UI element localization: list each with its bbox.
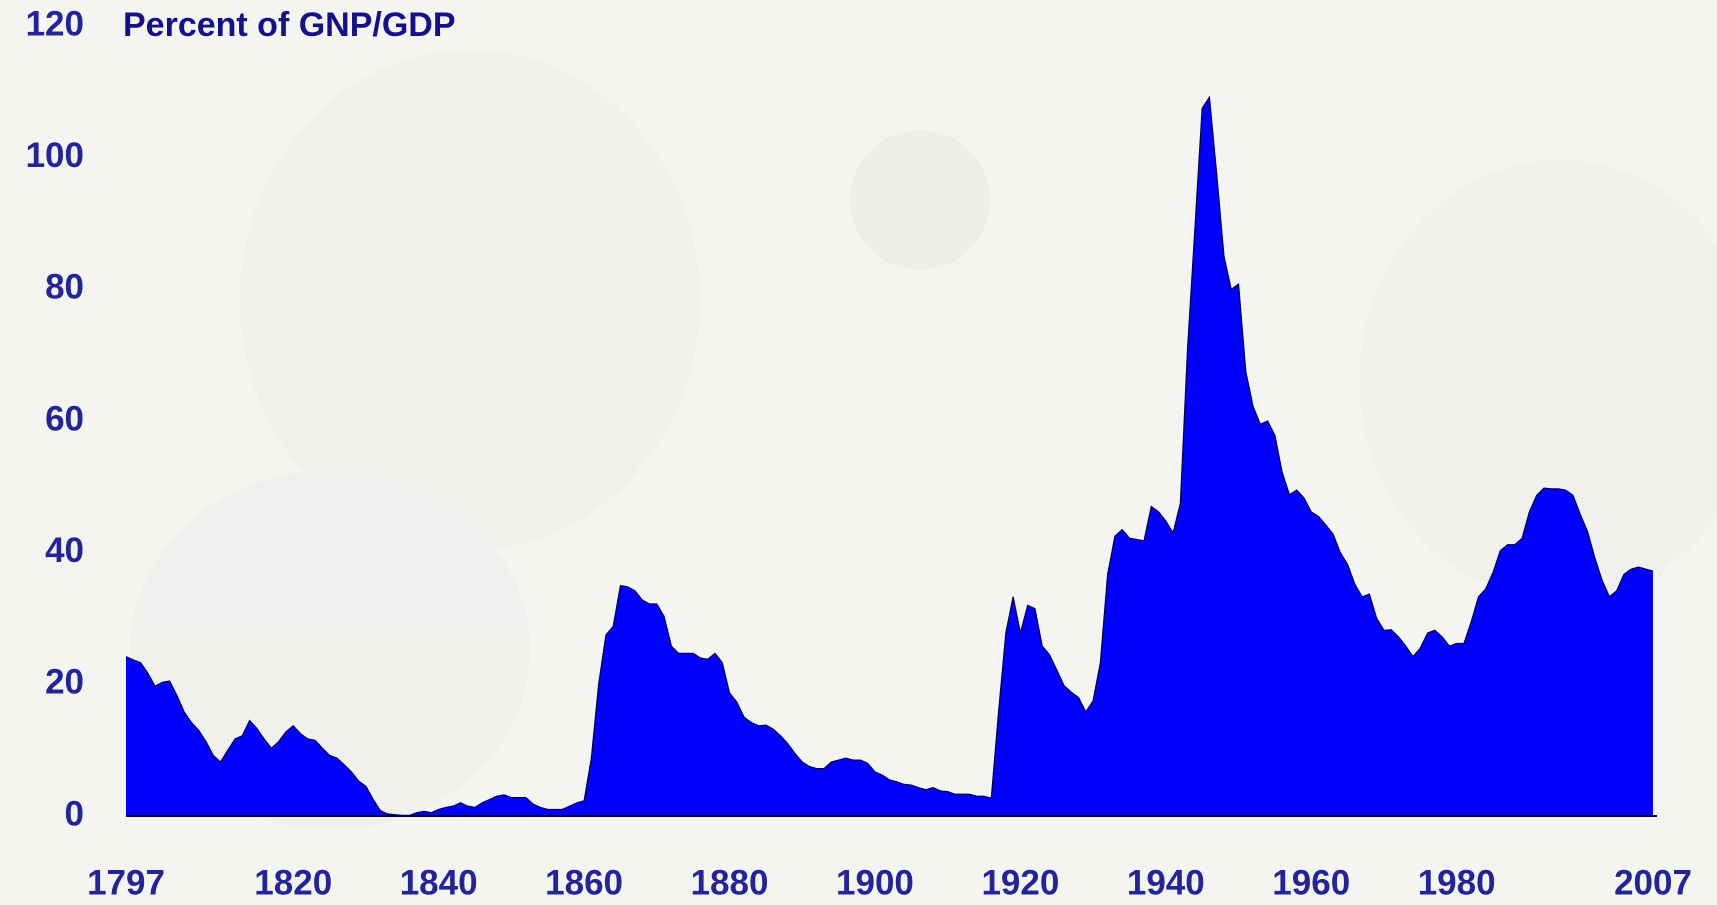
- area-fill: [126, 97, 1653, 817]
- x-tick-label: 1880: [691, 863, 769, 902]
- y-tick-label: 100: [26, 136, 84, 175]
- x-tick-label: 1820: [254, 863, 332, 902]
- x-tick-label: 1960: [1272, 863, 1350, 902]
- y-tick-label: 80: [45, 268, 84, 307]
- chart-title: Percent of GNP/GDP: [123, 6, 456, 44]
- x-tick-label: 1840: [400, 863, 478, 902]
- x-tick-label: 2007: [1614, 863, 1692, 902]
- area-line: [125, 95, 1654, 816]
- y-tick-label: 120: [26, 4, 84, 43]
- x-tick-label: 1940: [1127, 863, 1205, 902]
- x-tick-label: 1900: [836, 863, 914, 902]
- x-tick-label: 1920: [981, 863, 1059, 902]
- x-tick-label: 1860: [545, 863, 623, 902]
- x-tick-label: 1980: [1418, 863, 1496, 902]
- y-tick-label: 40: [45, 531, 84, 570]
- y-tick-label: 60: [45, 399, 84, 438]
- x-tick-label: 1797: [87, 863, 165, 902]
- background: [130, 50, 1717, 830]
- y-tick-label: 20: [45, 663, 84, 702]
- y-tick-label: 0: [65, 794, 84, 833]
